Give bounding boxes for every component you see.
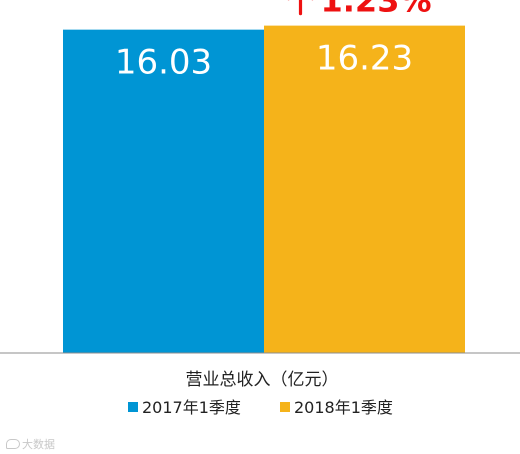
watermark-text: 大数据 [22, 438, 55, 451]
chat-bubble-icon [6, 439, 20, 449]
watermark: 大数据 [6, 436, 55, 452]
bar-2-value-label: 16.23 [316, 39, 413, 79]
change-percent-label: 1.23% [321, 0, 432, 20]
up-arrow-icon [287, 0, 314, 16]
legend: 2017年1季度 2018年1季度 [128, 398, 393, 417]
x-axis-title: 营业总收入（亿元） [186, 370, 339, 390]
change-annotation: 1.23% [287, 0, 432, 20]
legend-swatch-2 [280, 402, 290, 412]
bar-2 [264, 25, 465, 354]
bars-group [63, 25, 465, 354]
legend-label-1: 2017年1季度 [142, 398, 241, 417]
bar-1-value-label: 16.03 [115, 43, 212, 83]
legend-swatch-1 [128, 402, 138, 412]
legend-label-2: 2018年1季度 [294, 398, 393, 417]
data-labels-group: 16.03 16.23 [115, 39, 413, 83]
bar-1 [63, 29, 264, 353]
